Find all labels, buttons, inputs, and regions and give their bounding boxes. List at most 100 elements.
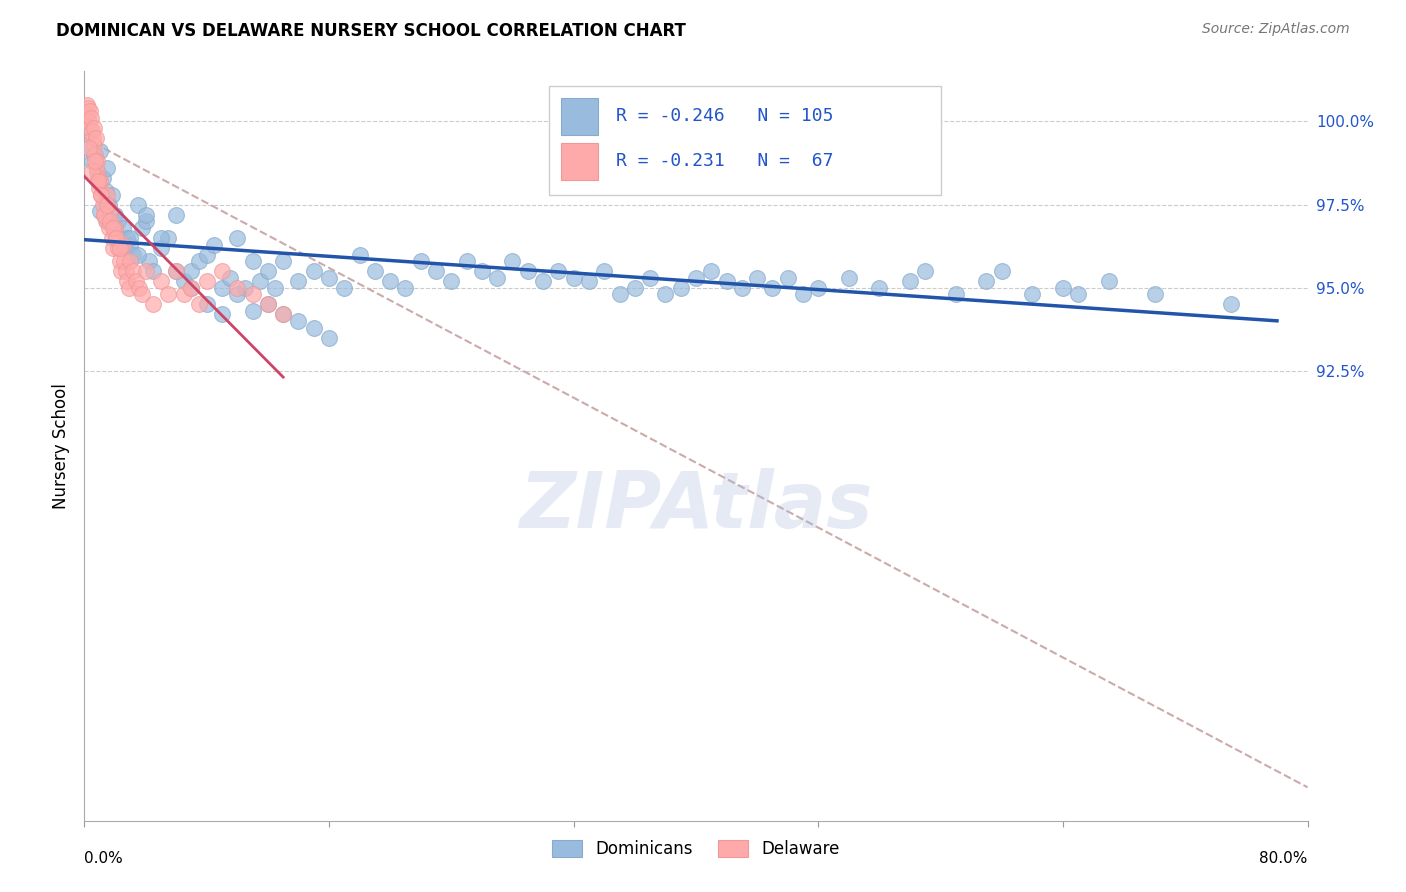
Point	[502, 254, 524, 268]
Point	[104, 220, 127, 235]
Point	[638, 270, 661, 285]
Point	[242, 304, 264, 318]
Point	[91, 197, 114, 211]
Point	[79, 104, 101, 119]
Point	[578, 274, 600, 288]
Point	[898, 274, 921, 288]
Point	[127, 197, 149, 211]
Point	[107, 241, 129, 255]
Point	[135, 208, 157, 222]
Point	[409, 254, 432, 268]
Point	[792, 287, 814, 301]
Point	[131, 287, 153, 301]
Point	[456, 254, 478, 268]
Point	[318, 270, 340, 285]
Point	[84, 147, 107, 161]
Point	[264, 281, 287, 295]
Point	[101, 187, 124, 202]
Point	[914, 264, 936, 278]
Point	[83, 120, 105, 135]
Point	[425, 264, 447, 278]
Point	[120, 231, 142, 245]
Point	[226, 287, 249, 301]
Point	[165, 264, 187, 278]
Point	[76, 97, 98, 112]
Point	[89, 145, 111, 159]
Point	[96, 161, 118, 175]
Point	[349, 247, 371, 261]
Point	[257, 297, 280, 311]
Point	[945, 287, 967, 301]
Point	[110, 264, 132, 278]
Point	[157, 231, 180, 245]
Point	[105, 231, 128, 245]
Point	[128, 281, 150, 295]
Point	[195, 297, 218, 311]
Point	[271, 254, 294, 268]
Point	[211, 281, 233, 295]
Point	[84, 131, 107, 145]
Point	[104, 208, 127, 222]
Point	[77, 114, 100, 128]
Point	[257, 264, 280, 278]
Point	[1143, 287, 1166, 301]
Point	[94, 184, 117, 198]
Point	[77, 141, 100, 155]
Point	[118, 281, 141, 295]
Point	[125, 274, 148, 288]
Point	[103, 241, 125, 255]
Point	[562, 270, 585, 285]
Point	[89, 174, 111, 188]
Point	[271, 308, 294, 322]
Bar	[561, 143, 598, 180]
Point	[82, 131, 104, 145]
Point	[233, 281, 256, 295]
Point	[96, 197, 118, 211]
Point	[108, 254, 131, 268]
Point	[91, 170, 114, 185]
Point	[226, 281, 249, 295]
Point	[111, 237, 134, 252]
Point	[471, 264, 494, 278]
Text: R = -0.246   N = 105: R = -0.246 N = 105	[616, 107, 834, 125]
Point	[180, 264, 202, 278]
Point	[609, 287, 631, 301]
Point	[669, 281, 692, 295]
Point	[747, 270, 769, 285]
Point	[80, 164, 103, 178]
Point	[149, 274, 172, 288]
Point	[80, 154, 103, 169]
Point	[89, 204, 111, 219]
Point	[440, 274, 463, 288]
Point	[249, 274, 271, 288]
Point	[98, 214, 121, 228]
Point	[547, 264, 569, 278]
Point	[90, 187, 112, 202]
Point	[131, 220, 153, 235]
Point	[87, 170, 110, 185]
Point	[180, 281, 202, 295]
Point	[731, 281, 754, 295]
Point	[80, 111, 103, 125]
Text: 80.0%: 80.0%	[1260, 851, 1308, 865]
Point	[364, 264, 387, 278]
Point	[211, 308, 233, 322]
Point	[80, 124, 103, 138]
Point	[127, 247, 149, 261]
Point	[76, 108, 98, 122]
Point	[593, 264, 616, 278]
Point	[165, 264, 187, 278]
Point	[165, 208, 187, 222]
Point	[271, 308, 294, 322]
Point	[838, 270, 860, 285]
Legend: Dominicans, Delaware: Dominicans, Delaware	[546, 833, 846, 864]
Point	[114, 264, 136, 278]
Point	[105, 231, 128, 245]
Text: R = -0.231   N =  67: R = -0.231 N = 67	[616, 153, 834, 170]
Point	[96, 214, 118, 228]
Point	[242, 287, 264, 301]
Point	[93, 208, 115, 222]
Point	[1021, 287, 1043, 301]
Text: DOMINICAN VS DELAWARE NURSERY SCHOOL CORRELATION CHART: DOMINICAN VS DELAWARE NURSERY SCHOOL COR…	[56, 22, 686, 40]
Point	[157, 287, 180, 301]
